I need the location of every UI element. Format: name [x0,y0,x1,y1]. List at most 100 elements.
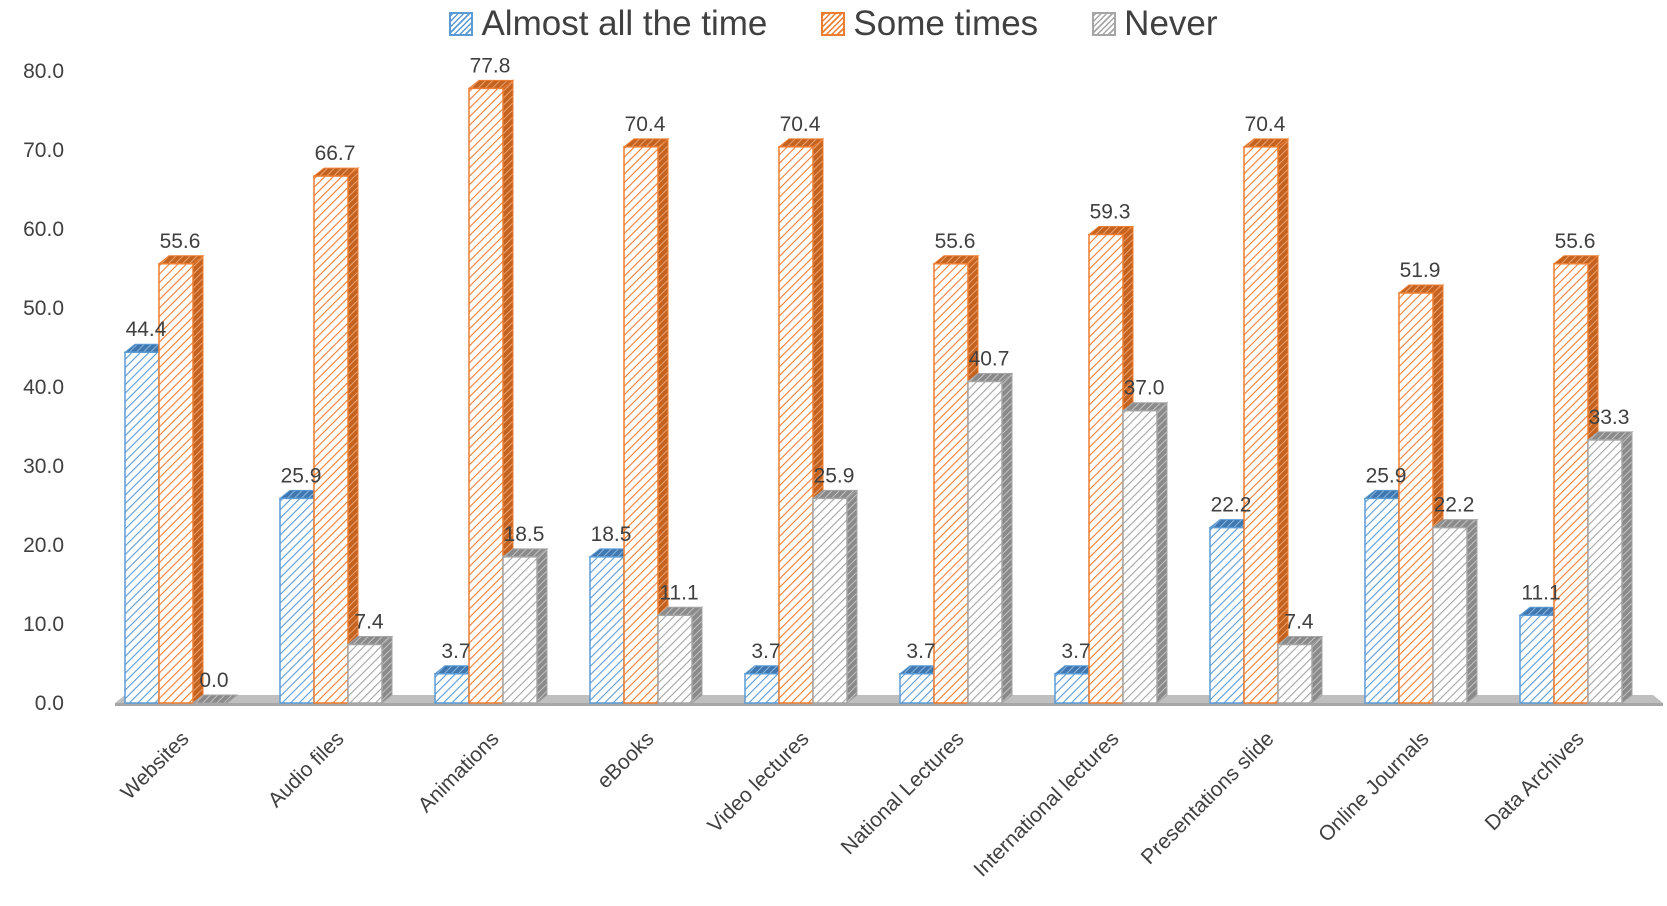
y-tick-label: 50.0 [23,297,64,320]
data-label-some-times-data-archives: 55.6 [1555,230,1596,253]
data-labels-group: 44.4 55.6 0.0 25.9 66.7 7.4 3.7 77.8 18.5 18.5 70.… [126,54,1630,692]
data-label-never-websites: 0.0 [199,669,228,692]
bar-front [434,673,470,704]
y-tick-label: 70.0 [23,139,64,162]
bar-never-websites [191,694,239,704]
bar-front [1398,292,1434,704]
category-label-websites: Websites [116,727,193,804]
bar-front [1054,673,1090,704]
bar-side [192,254,204,705]
bar-front [279,497,315,704]
bar-front [623,146,659,704]
data-label-almost-all-the-time-video-lectures: 3.7 [751,640,780,663]
legend-item-never: Never [1092,4,1218,44]
bar-side [691,606,703,705]
bar-front [1277,643,1313,704]
bar-front [468,87,504,704]
bar-front [124,351,160,704]
y-tick-label: 80.0 [23,60,64,83]
bar-front [812,497,848,704]
bar-side [1466,518,1478,705]
bar-never-presentations-slide [1276,635,1324,705]
bar-front [899,673,935,704]
data-label-never-international-lectures: 37.0 [1124,377,1165,400]
legend-label-almost-all-the-time: Almost all the time [481,4,768,43]
category-label-animations: Animations [414,727,504,817]
category-label-national-lectures: National Lectures [837,727,969,859]
bar-front [1553,263,1589,704]
data-label-some-times-video-lectures: 70.4 [780,113,821,136]
bar-side [381,635,393,705]
bar-top [191,694,239,704]
category-label-data-archives: Data Archives [1481,727,1589,835]
data-label-some-times-ebooks: 70.4 [625,113,666,136]
bar-front [657,614,693,704]
data-label-some-times-online-journals: 51.9 [1400,259,1441,282]
floor-edge [115,703,1663,706]
bar-never-data-archives [1586,430,1634,705]
bar-front [1122,409,1158,704]
y-tick-label: 20.0 [23,534,64,557]
data-label-never-animations: 18.5 [504,523,545,546]
bar-front [744,673,780,704]
bar-never-online-journals [1431,518,1479,705]
data-label-never-audio-files: 7.4 [354,611,384,634]
data-label-never-ebooks: 11.1 [659,581,698,604]
data-label-almost-all-the-time-international-lectures: 3.7 [1061,640,1090,663]
bar-side [1311,635,1323,705]
data-label-some-times-animations: 77.8 [470,54,511,77]
bar-front [347,643,383,704]
data-label-almost-all-the-time-national-lectures: 3.7 [906,640,935,663]
y-axis: 0.0 10.0 20.0 30.0 40.0 50.0 60.0 70.0 80.0 [23,60,64,715]
category-label-online-journals: Online Journals [1314,727,1433,846]
bar-front [1519,614,1555,704]
bar-some-times-ebooks [622,137,670,705]
bar-front [158,263,194,704]
data-label-almost-all-the-time-audio-files: 25.9 [281,464,322,487]
data-label-almost-all-the-time-ebooks: 18.5 [591,523,632,546]
data-label-some-times-national-lectures: 55.6 [935,230,976,253]
legend: Almost all the time Some times Never [0,4,1667,44]
bar-front [589,556,625,704]
category-label-video-lectures: Video lectures [703,727,813,837]
bar-front [933,263,969,704]
x-axis: Websites Audio files Animations eBooks Video… [116,727,1588,881]
bar-side [536,547,548,705]
legend-item-some-times: Some times [821,4,1038,44]
bar-front [313,175,349,704]
data-label-never-video-lectures: 25.9 [814,464,855,487]
category-label-ebooks: eBooks [593,727,659,793]
bar-some-times-animations [467,79,515,705]
bar-front [1243,146,1279,704]
bar-front [502,556,538,704]
data-label-some-times-international-lectures: 59.3 [1090,201,1131,224]
bar-front [1088,233,1124,704]
category-label-international-lectures: International lectures [969,727,1123,881]
data-label-never-online-journals: 22.2 [1434,494,1475,517]
y-tick-label: 0.0 [35,692,64,715]
category-label-audio-files: Audio files [264,727,349,812]
data-label-almost-all-the-time-data-archives: 11.1 [1521,581,1560,604]
category-label-presentations-slide: Presentations slide [1137,727,1279,869]
bar-some-times-audio-files [312,167,360,705]
legend-swatch-never [1092,12,1117,36]
legend-label-never: Never [1124,4,1218,43]
bar-front [1587,439,1623,704]
data-label-almost-all-the-time-websites: 44.4 [126,318,167,341]
data-label-some-times-audio-files: 66.7 [315,142,356,165]
bar-front [1364,497,1400,704]
data-label-never-presentations-slide: 7.4 [1284,611,1314,634]
data-label-some-times-presentations-slide: 70.4 [1245,113,1286,136]
bar-never-ebooks [656,606,704,705]
bar-side [1156,401,1168,705]
bar-never-international-lectures [1121,401,1169,705]
data-label-never-national-lectures: 40.7 [969,347,1010,370]
bar-never-audio-files [346,635,394,705]
bar-never-national-lectures [966,372,1014,705]
bar-some-times-online-journals [1397,283,1445,705]
data-label-almost-all-the-time-presentations-slide: 22.2 [1211,494,1252,517]
y-tick-label: 30.0 [23,455,64,478]
y-tick-label: 40.0 [23,376,64,399]
bar-side [1001,372,1013,705]
